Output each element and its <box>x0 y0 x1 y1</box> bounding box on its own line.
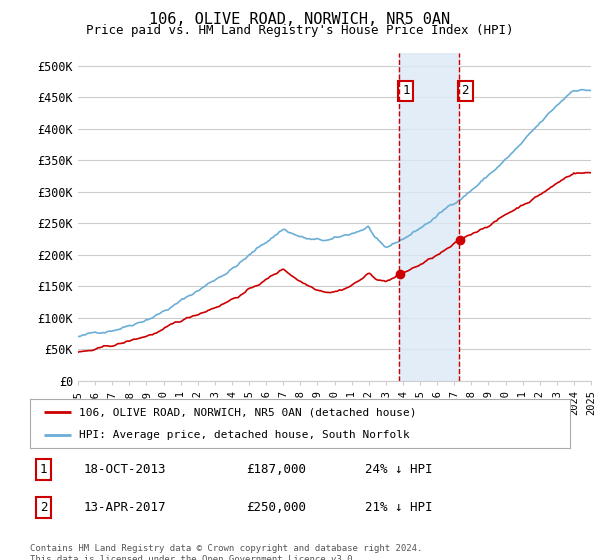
Text: Contains HM Land Registry data © Crown copyright and database right 2024.
This d: Contains HM Land Registry data © Crown c… <box>30 544 422 560</box>
Text: 106, OLIVE ROAD, NORWICH, NR5 0AN: 106, OLIVE ROAD, NORWICH, NR5 0AN <box>149 12 451 27</box>
Text: 13-APR-2017: 13-APR-2017 <box>84 501 167 514</box>
Text: Price paid vs. HM Land Registry's House Price Index (HPI): Price paid vs. HM Land Registry's House … <box>86 24 514 37</box>
Text: 1: 1 <box>40 463 47 476</box>
Text: 2: 2 <box>40 501 47 514</box>
Bar <box>400 53 459 381</box>
Text: 1: 1 <box>402 85 410 97</box>
Text: 24% ↓ HPI: 24% ↓ HPI <box>365 463 432 476</box>
Text: 106, OLIVE ROAD, NORWICH, NR5 0AN (detached house): 106, OLIVE ROAD, NORWICH, NR5 0AN (detac… <box>79 407 416 417</box>
Text: £250,000: £250,000 <box>246 501 306 514</box>
Text: 21% ↓ HPI: 21% ↓ HPI <box>365 501 432 514</box>
Text: 2: 2 <box>461 85 469 97</box>
Text: HPI: Average price, detached house, South Norfolk: HPI: Average price, detached house, Sout… <box>79 430 409 440</box>
Text: £187,000: £187,000 <box>246 463 306 476</box>
Text: 18-OCT-2013: 18-OCT-2013 <box>84 463 167 476</box>
